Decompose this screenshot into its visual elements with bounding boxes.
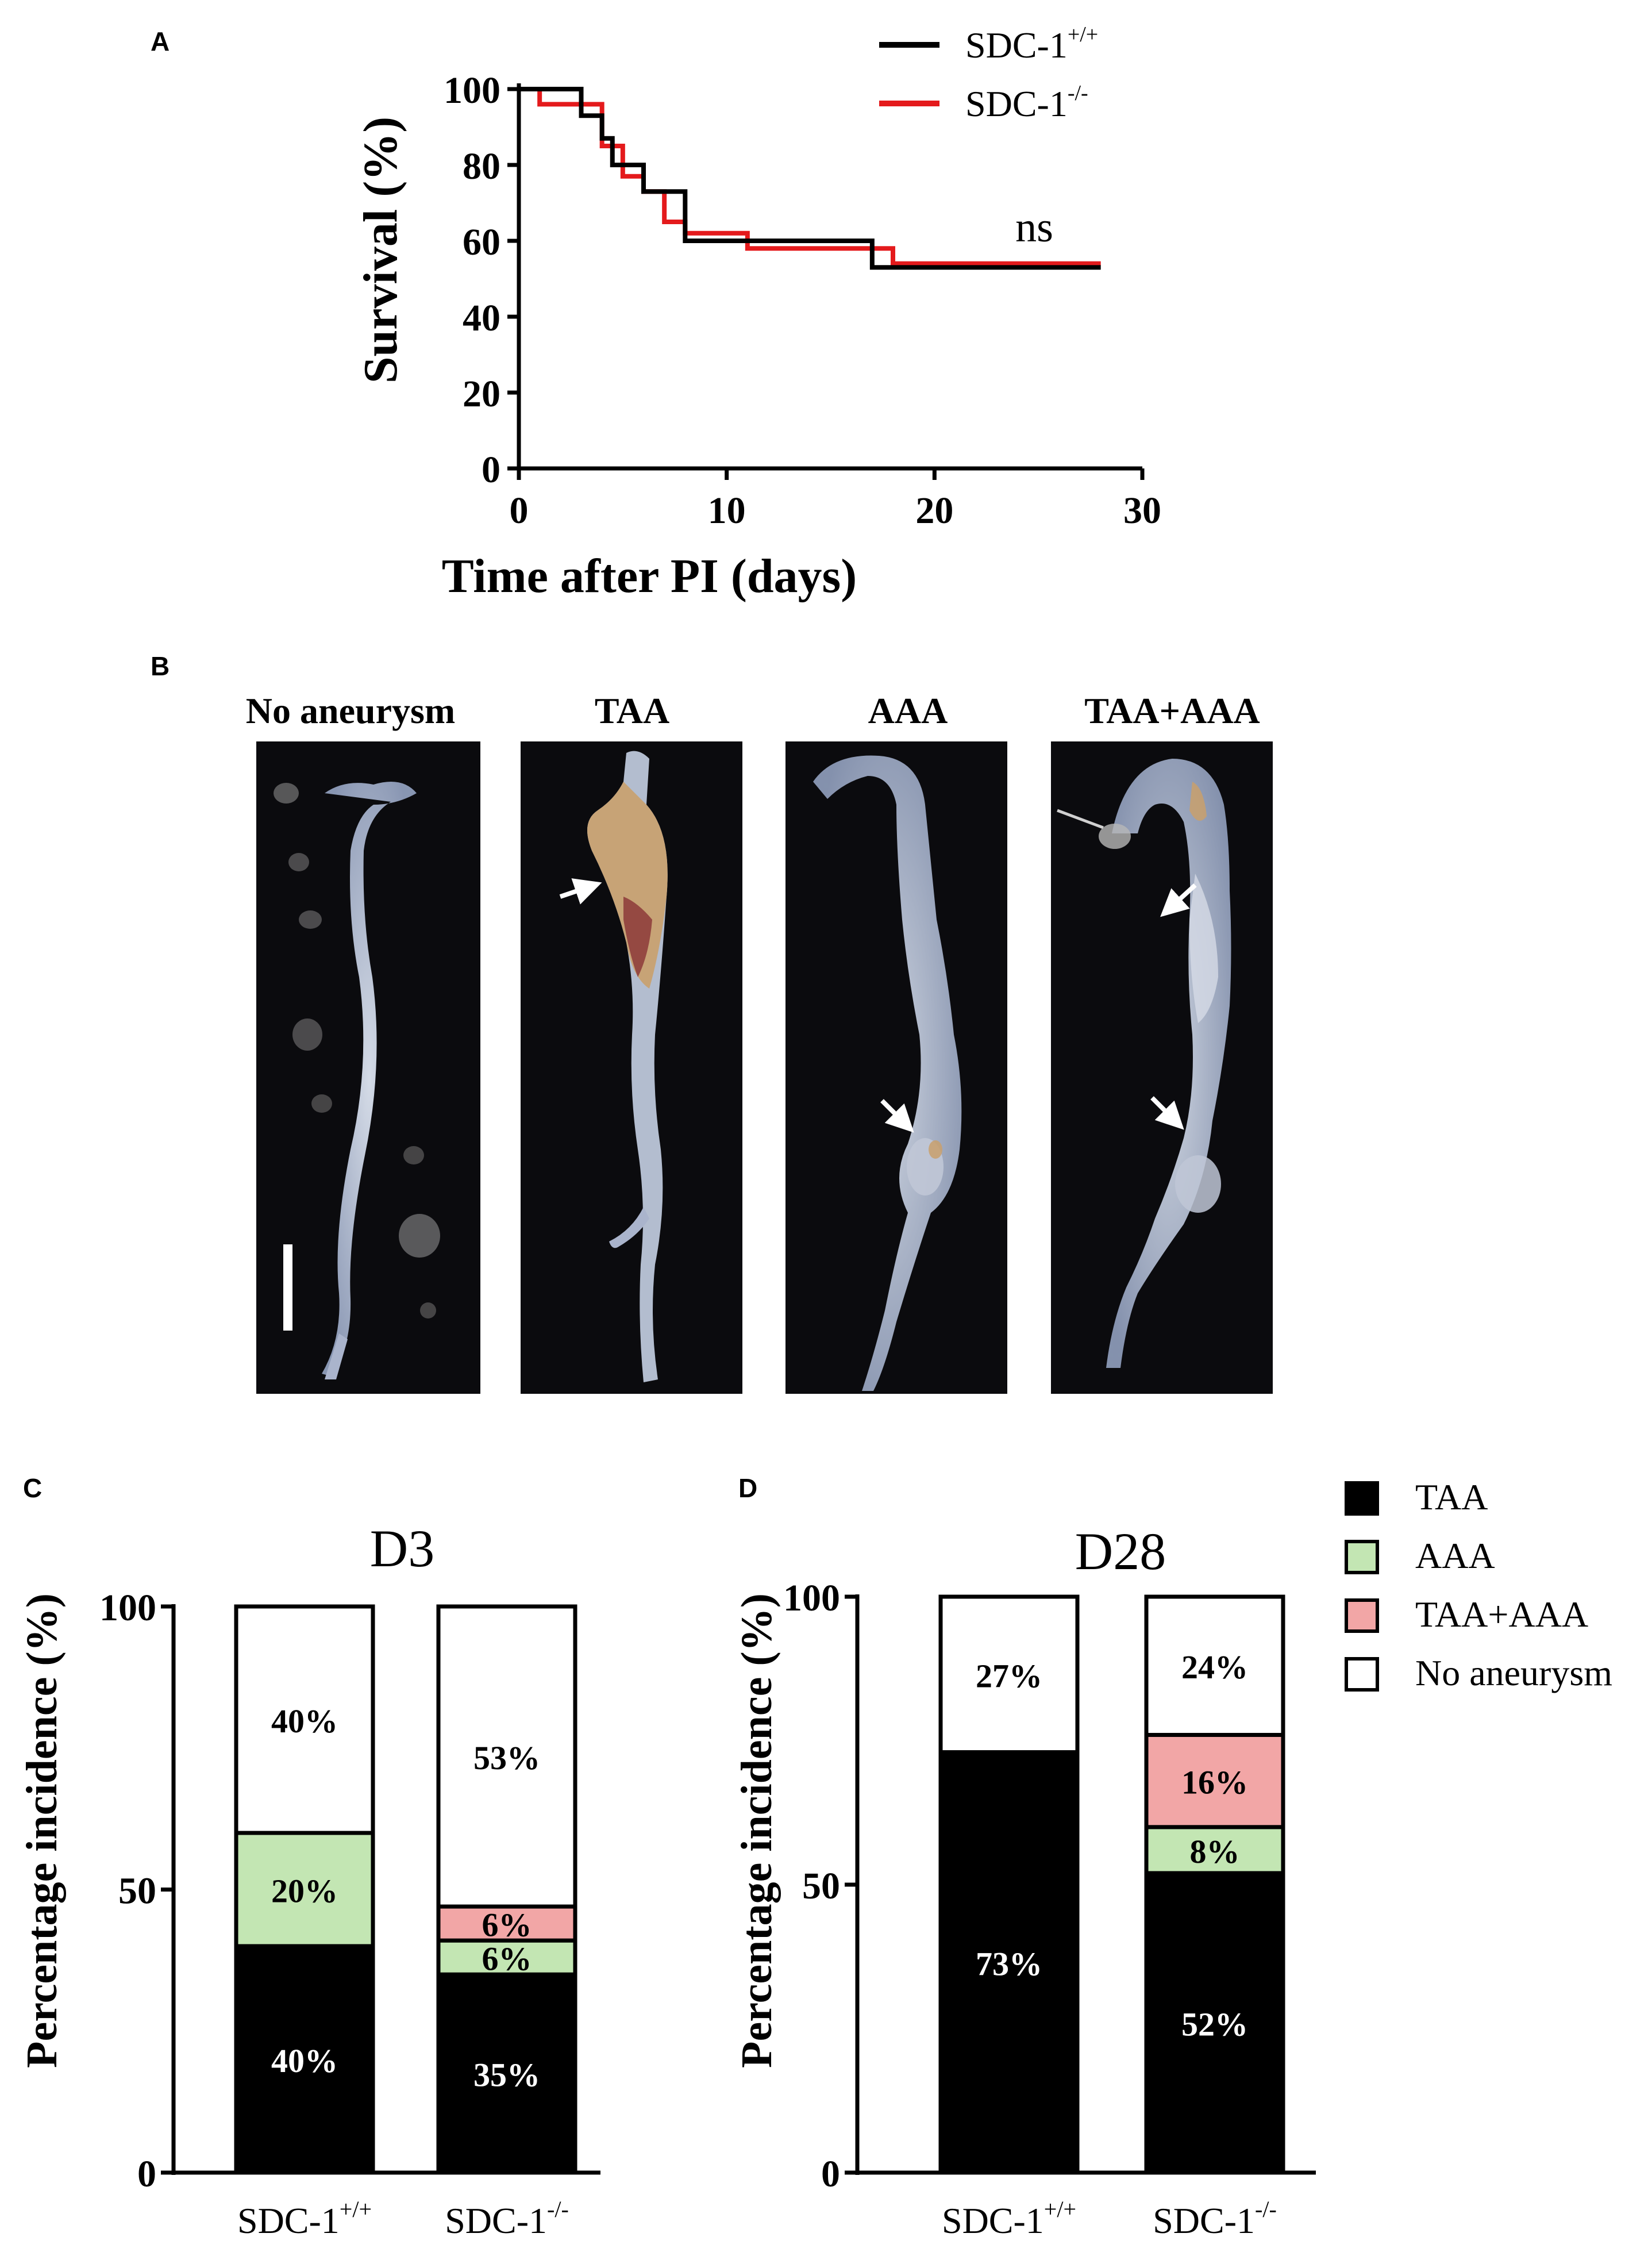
survival-annotation-ns: ns (1015, 204, 1053, 251)
survival-legend: SDC-1+/+ SDC-1-/- (879, 22, 1098, 124)
d28-segment-label: 27% (976, 1657, 1042, 1694)
d28-y-tick-label: 100 (783, 1577, 840, 1619)
legend-swatch-no-aneurysm (1345, 1657, 1379, 1692)
survival-y-tick-label: 20 (463, 373, 500, 415)
d3-segment-label: 6% (482, 1906, 532, 1944)
photo-aaa (785, 741, 1007, 1394)
d3-category-label: SDC-1-/- (445, 2196, 569, 2241)
arrow-aaa (880, 1099, 914, 1133)
survival-axes (517, 83, 1142, 471)
photo-taa-aaa (1051, 741, 1273, 1394)
photo-label-taa-aaa: TAA+AAA (1084, 690, 1260, 731)
d28-category-label: SDC-1+/+ (942, 2196, 1076, 2241)
d3-segment-aaa (234, 1831, 375, 1948)
stacked-chart-d28: D28 Percentage incidence (%) 73% 27% 52% 8%… (733, 1477, 1612, 2241)
survival-x-axis-label: Time after PI (days) (442, 549, 857, 603)
d28-y-tick-label: 50 (802, 1865, 840, 1907)
d28-axes: SDC-1+/+ SDC-1-/- 0 50 100 (783, 1577, 1316, 2241)
photo-label-aaa: AAA (868, 690, 948, 731)
d28-segment-label: 24% (1181, 1648, 1248, 1686)
survival-y-tick-label: 100 (444, 70, 500, 112)
panel-letter-b: B (151, 651, 170, 681)
d28-segment-aaa (1144, 1825, 1285, 1875)
legend-swatch-taa (1345, 1481, 1379, 1516)
panel-letter-d: D (738, 1473, 757, 1503)
d3-segment-label: 53% (473, 1739, 540, 1777)
d3-axes: SDC-1+/+ SDC-1-/- 0 50 100 (99, 1587, 600, 2241)
legend-swatch-taa-aaa (1345, 1598, 1379, 1633)
d28-segment-taa-aaa (1144, 1732, 1285, 1829)
d28-segment-no-aneurysm (1144, 1594, 1285, 1737)
survival-x-tick-label: 20 (915, 490, 953, 532)
d28-segment-label: 16% (1181, 1764, 1248, 1801)
aorta-photographs: No aneurysm TAA AAA TAA+AAA (246, 690, 1273, 1394)
survival-lines (519, 87, 1101, 270)
arrow-taa (559, 878, 602, 905)
d3-title: D3 (370, 1519, 434, 1578)
survival-y-tick-label: 40 (463, 297, 500, 339)
survival-y-tick-label: 80 (463, 145, 500, 187)
arrow-aaa-in-combined (1150, 1096, 1184, 1130)
photo-label-no-aneurysm: No aneurysm (246, 690, 455, 731)
d28-segment-label: 73% (976, 1945, 1042, 1982)
survival-ticks: 0 10 20 30 0 20 40 60 80 100 (444, 70, 1161, 532)
arrow-taa-in-combined (1160, 883, 1197, 917)
d3-category-label: SDC-1+/+ (237, 2196, 372, 2241)
d3-bars: 40% 20% 40% 35% 6%6% 53% (234, 1604, 577, 2175)
legend-label-taa-aaa: TAA+AAA (1415, 1594, 1588, 1635)
d3-segment-taa-aaa (436, 1904, 577, 1943)
stacked-legend: TAA AAA TAA+AAA No aneurysm (1345, 1477, 1612, 1693)
photo-no-aneurysm (256, 741, 480, 1394)
d3-segment-label: 35% (473, 2057, 540, 2094)
survival-line-wt (519, 87, 1101, 270)
legend-label-wt: SDC-1+/+ (965, 22, 1098, 66)
legend-label-taa: TAA (1415, 1477, 1488, 1517)
d3-segment-label: 6% (482, 1940, 532, 1978)
photo-taa (521, 741, 742, 1394)
legend-label-no-aneurysm: No aneurysm (1415, 1652, 1612, 1693)
d28-segment-label: 52% (1181, 2005, 1248, 2043)
d3-y-tick-label: 0 (137, 2153, 156, 2195)
d3-segment-no-aneurysm (234, 1604, 375, 1835)
survival-x-tick-label: 10 (708, 490, 746, 532)
d3-segment-no-aneurysm (436, 1604, 577, 1909)
survival-y-tick-label: 0 (482, 449, 500, 491)
d3-segment-taa (234, 1944, 375, 2175)
survival-x-tick-label: 30 (1123, 490, 1161, 532)
d28-y-axis-label: Percentage incidence (%) (733, 1593, 781, 2068)
d3-segment-label: 40% (271, 2042, 338, 2080)
photo-label-taa: TAA (595, 690, 669, 731)
d3-segment-label: 40% (271, 1702, 338, 1740)
d3-y-axis-label: Percentage incidence (%) (18, 1593, 66, 2068)
d28-title: D28 (1075, 1522, 1166, 1581)
legend-label-aaa: AAA (1415, 1535, 1495, 1576)
d28-bars: 73% 27% 52% 8% 16% 24% (938, 1594, 1285, 2175)
d3-segment-aaa (436, 1938, 577, 1977)
d28-segment-no-aneurysm (938, 1594, 1080, 1755)
survival-x-tick-label: 0 (510, 490, 529, 532)
d3-segment-taa (436, 1972, 577, 2175)
d28-y-tick-label: 0 (821, 2153, 840, 2195)
survival-y-tick-label: 60 (463, 221, 500, 263)
d28-segment-label: 8% (1190, 1833, 1240, 1870)
survival-chart: 0 10 20 30 0 20 40 60 80 100 Time after PI (days)… (354, 22, 1161, 603)
d3-segment-label: 20% (271, 1873, 338, 1910)
survival-y-axis-label: Survival (%) (354, 117, 407, 383)
legend-swatch-aaa (1345, 1540, 1379, 1574)
d3-y-tick-label: 50 (118, 1870, 156, 1912)
stacked-chart-d3: D3 Percentage incidence (%) 40% 20% 40% 35%… (18, 1519, 600, 2241)
legend-label-ko: SDC-1-/- (965, 81, 1088, 124)
scale-bar (283, 1244, 292, 1331)
panel-letter-c: C (23, 1473, 42, 1503)
panel-letter-a: A (151, 26, 170, 56)
d28-category-label: SDC-1-/- (1153, 2196, 1277, 2241)
d3-y-tick-label: 100 (99, 1587, 156, 1629)
